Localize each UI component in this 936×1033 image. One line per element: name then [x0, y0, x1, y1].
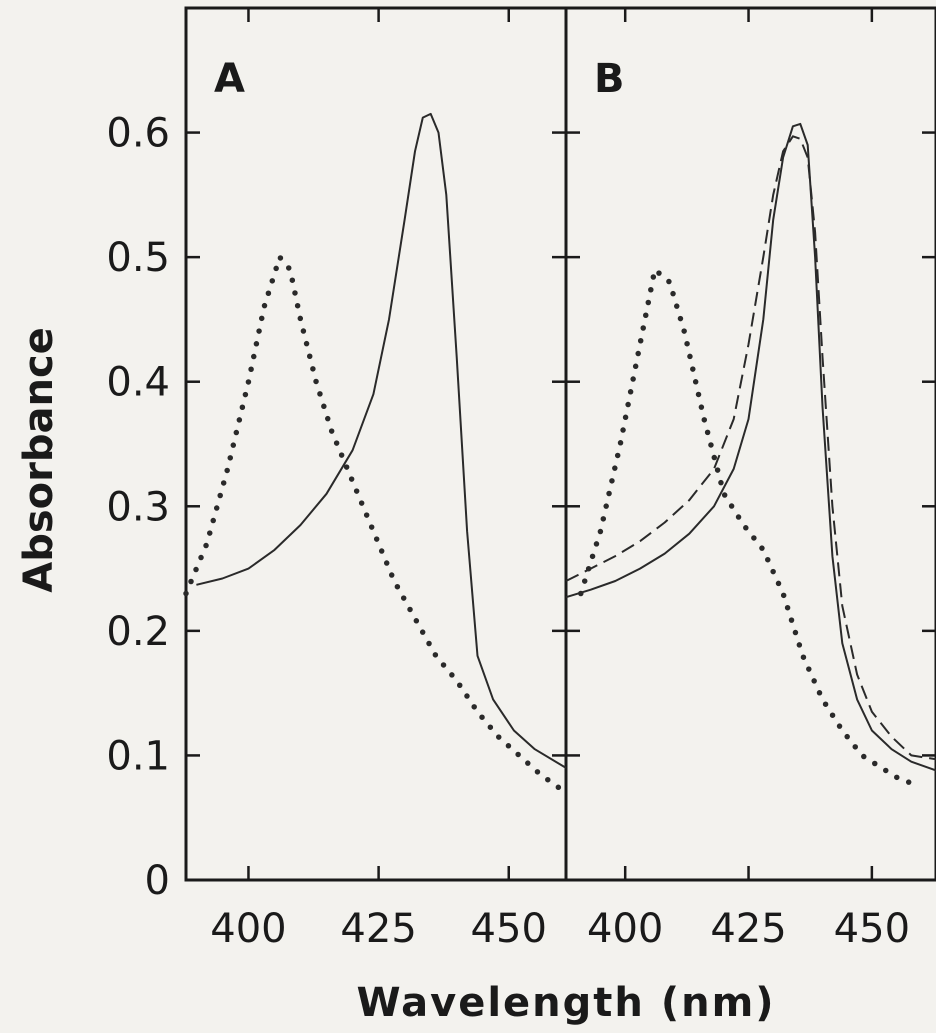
x-tick-label: 400	[587, 906, 663, 952]
x-tick-label: 450	[834, 906, 910, 952]
y-axis-title: Absorbance	[16, 327, 62, 593]
series-line-dotted	[578, 266, 915, 786]
y-tick-label: 0	[145, 858, 170, 904]
panel-frame-b	[564, 6, 936, 882]
y-tick-label: 0.5	[106, 235, 170, 281]
series-line-dotted	[183, 254, 569, 796]
axis-ticks	[186, 8, 936, 880]
y-tick-label: 0.6	[106, 111, 170, 157]
x-tick-label: 400	[210, 906, 286, 952]
y-tick-label: 0.2	[106, 609, 170, 655]
panel-label-b: B	[594, 56, 625, 102]
series-layer	[183, 112, 936, 796]
axis-labels: 0 0.1 0.2 0.3 0.4 0.5 0.6 400 425 450 A 400 425 450 B	[106, 56, 910, 952]
y-tick-label: 0.4	[106, 360, 170, 406]
series-line-solid	[565, 122, 936, 772]
series-line-dashed	[565, 135, 936, 761]
x-tick-label: 425	[710, 906, 786, 952]
x-tick-label: 450	[471, 906, 547, 952]
y-tick-label: 0.3	[106, 484, 170, 530]
series-line-solid	[196, 112, 567, 769]
x-tick-label: 425	[340, 906, 416, 952]
panel-label-a: A	[214, 56, 245, 102]
y-tick-label: 0.1	[106, 733, 170, 779]
panel-frames	[184, 6, 936, 882]
panel-frame-a	[184, 6, 568, 882]
x-axis-title: Wavelength (nm)	[356, 980, 775, 1026]
